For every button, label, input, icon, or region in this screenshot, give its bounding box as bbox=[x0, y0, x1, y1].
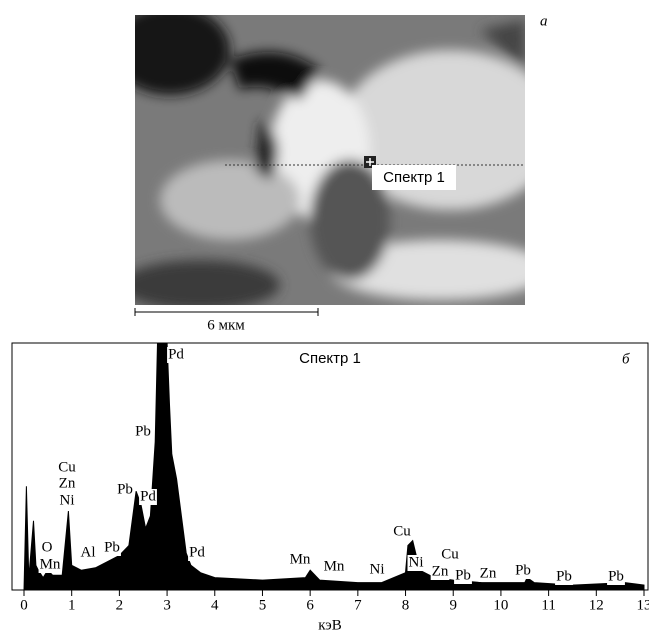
x-tick-label: 9 bbox=[449, 597, 457, 613]
annotation-bg bbox=[322, 559, 346, 575]
annotation-bg bbox=[40, 540, 54, 556]
annotation: Ni bbox=[370, 561, 385, 577]
annotation-bg bbox=[440, 547, 460, 563]
panel-label: а bbox=[540, 13, 548, 29]
annotation: Pd bbox=[140, 488, 156, 504]
annotation-bg bbox=[288, 552, 312, 568]
annotation: Pb bbox=[135, 423, 151, 439]
annotation: Pd bbox=[189, 544, 205, 560]
annotation: Cu bbox=[58, 459, 76, 475]
annotation: Pb bbox=[608, 568, 624, 584]
scale-bar-label: 6 мкм bbox=[207, 317, 245, 333]
annotation-bg bbox=[407, 555, 425, 571]
x-tick-label: 3 bbox=[163, 597, 171, 613]
annotation-bg bbox=[188, 545, 206, 561]
x-axis-label: кэВ bbox=[318, 617, 342, 633]
annotation: Pb bbox=[104, 539, 120, 555]
annotation: Zn bbox=[480, 565, 497, 581]
annotation-bg bbox=[478, 566, 498, 582]
annotation: Pb bbox=[455, 567, 471, 583]
x-tick-label: 1 bbox=[68, 597, 76, 613]
x-tick-label: 13 bbox=[637, 597, 649, 613]
annotation: Mn bbox=[290, 551, 311, 567]
annotation-bg bbox=[38, 557, 62, 573]
x-tick-label: 2 bbox=[116, 597, 124, 613]
marker-label-box bbox=[372, 165, 456, 190]
sem-image bbox=[135, 15, 525, 305]
annotation: Pd bbox=[168, 346, 184, 362]
annotation-bg bbox=[139, 489, 157, 505]
annotation: Al bbox=[81, 544, 96, 560]
x-tick-label: 4 bbox=[211, 597, 219, 613]
annotation: Cu bbox=[441, 546, 459, 562]
annotation: Pb bbox=[117, 481, 133, 497]
annotation-bg bbox=[57, 476, 77, 492]
annotation-bg bbox=[368, 562, 386, 578]
annotation: Pb bbox=[556, 568, 572, 584]
marker-cross bbox=[366, 158, 374, 166]
annotation: Pb bbox=[515, 562, 531, 578]
annotation-bg bbox=[555, 569, 573, 585]
x-tick-label: 11 bbox=[541, 597, 555, 613]
annotation-bg bbox=[79, 545, 97, 561]
annotation: Ni bbox=[60, 492, 75, 508]
annotation-bg bbox=[514, 563, 532, 579]
x-tick-label: 7 bbox=[354, 597, 362, 613]
x-tick-label: 12 bbox=[589, 597, 604, 613]
chart-title: Спектр 1 bbox=[299, 350, 361, 367]
annotation: Zn bbox=[432, 563, 449, 579]
annotation: Ni bbox=[409, 554, 424, 570]
annotation-bg bbox=[134, 424, 152, 440]
annotation-bg bbox=[392, 524, 412, 540]
scale-bar bbox=[134, 308, 319, 316]
annotation-bg bbox=[116, 482, 134, 498]
annotation-bg bbox=[607, 569, 625, 585]
annotation: Mn bbox=[324, 558, 345, 574]
marker-label: Спектр 1 bbox=[383, 169, 445, 186]
annotation: Zn bbox=[59, 475, 76, 491]
x-tick-label: 6 bbox=[306, 597, 314, 613]
annotation-bg bbox=[57, 460, 77, 476]
x-tick-label: 10 bbox=[493, 597, 508, 613]
annotation-bg bbox=[430, 564, 450, 580]
x-tick-label: 0 bbox=[20, 597, 28, 613]
x-tick-label: 5 bbox=[259, 597, 267, 613]
panel-label: б bbox=[622, 351, 630, 367]
annotation-bg bbox=[58, 493, 76, 509]
annotation-bg bbox=[103, 540, 121, 556]
annotation: O bbox=[42, 539, 53, 555]
annotation: Cu bbox=[393, 523, 411, 539]
annotation-bg bbox=[167, 347, 185, 363]
annotation-bg bbox=[454, 568, 472, 584]
x-tick-label: 8 bbox=[402, 597, 410, 613]
annotation: Mn bbox=[40, 556, 61, 572]
